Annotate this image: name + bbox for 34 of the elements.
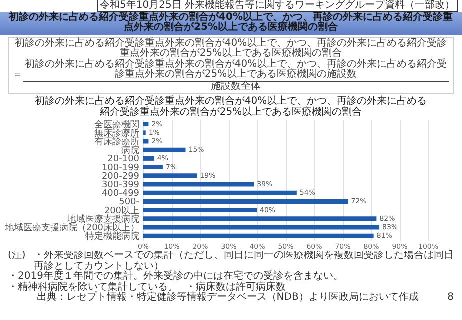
text: ・精神科病院を除いて集計している。 — [8, 282, 178, 293]
bar — [143, 225, 380, 230]
chart-title: 初診の外来に占める紹介受診重点外来の割合が40%以上で、かつ、再診の外来に占める紹介受診重点外来の割合が25%以上である医療機関の割合 — [0, 12, 462, 34]
bar — [143, 174, 198, 178]
y-tick-label: 有床診療所 — [94, 136, 140, 148]
bar — [143, 190, 297, 196]
text: ・病床数は許可病床数 — [186, 282, 286, 293]
bar — [143, 165, 163, 170]
y-tick-label: 100-199 — [102, 163, 140, 174]
bar — [143, 139, 149, 144]
bar — [143, 130, 146, 136]
source-note: 出典：レセプト情報・特定健診等情報データベース（NDB）より医政局において作成 — [36, 292, 419, 304]
y-tick-label: 500- — [119, 198, 140, 208]
y-tick-label: 病院 — [122, 145, 140, 156]
bar — [143, 199, 348, 204]
text: 初診の外来に占める紹介受診重点外来の割合が40%以上で、かつ、再診の外来に占める紹介受診重点外来の割合が25%以上である医療機関の割合 — [14, 38, 448, 59]
y-tick-label: 300-399 — [102, 180, 140, 190]
bar — [143, 216, 377, 222]
y-tick-label: 特定機能病院 — [86, 231, 140, 242]
bar — [143, 234, 374, 238]
bar — [143, 156, 154, 161]
bar — [143, 182, 254, 187]
y-tick-label: 200-299 — [102, 172, 140, 182]
y-tick-label: 20-100 — [108, 154, 140, 165]
y-tick-label: 無床診療所 — [94, 128, 140, 139]
bar — [143, 122, 149, 127]
text: ・2019年度１年間での集計。外来受診の中には在宅での受診を含まない。 — [8, 271, 344, 282]
bar — [143, 148, 186, 152]
y-tick-label: 400-499 — [102, 189, 140, 200]
text: 8 — [448, 292, 454, 304]
chart-subtitle: 初診の外来に占める紹介受診重点外来の割合が40%以上で、かつ、再診の外来に占める紹介受診重点外来の割合が25%以上である医療機関の割合 — [34, 96, 428, 119]
text: 初診の外来に占める紹介受診重点外来の割合が40%以上で、かつ、再診の外来に占める紹介受診重点外来の割合が25%以上である医療機関の施設数 — [23, 58, 449, 82]
text: ＝ — [13, 70, 23, 81]
bar — [143, 208, 257, 213]
